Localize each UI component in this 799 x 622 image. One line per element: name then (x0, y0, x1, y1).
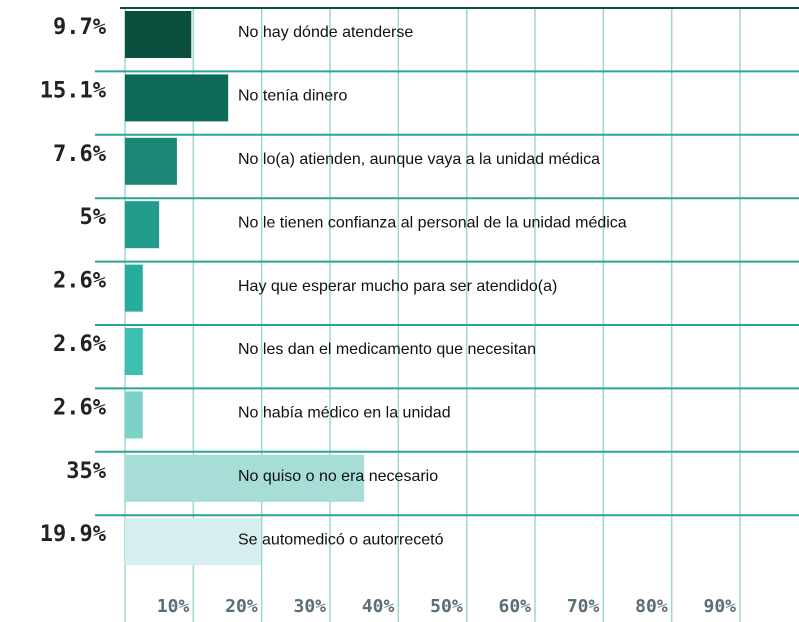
x-tick-label: 30% (293, 596, 326, 617)
value-label: 2.6% (53, 332, 107, 357)
value-label: 9.7% (53, 15, 107, 40)
bar (125, 264, 143, 312)
category-label: No tenía dinero (238, 88, 348, 105)
category-label: No les dan el medicamento que necesitan (238, 341, 536, 358)
value-label: 2.6% (53, 395, 107, 420)
bar (125, 518, 261, 566)
x-tick-label: 70% (567, 596, 600, 617)
x-tick-label: 10% (157, 596, 190, 617)
value-label: 7.6% (53, 142, 107, 167)
value-label: 35% (66, 459, 106, 484)
bar (125, 74, 229, 122)
x-tick-label: 80% (635, 596, 668, 617)
x-tick-label: 60% (498, 596, 531, 617)
value-label: 15.1% (40, 78, 107, 103)
category-label: No lo(a) atienden, aunque vaya a la unid… (238, 151, 600, 168)
category-label: No hay dónde atenderse (238, 24, 413, 41)
category-label: No quiso o no era necesario (238, 468, 438, 485)
bar (125, 11, 192, 58)
bar (125, 201, 160, 249)
value-label: 2.6% (53, 269, 107, 294)
category-label: No le tienen confianza al personal de la… (238, 214, 627, 231)
value-label: 19.9% (40, 522, 107, 547)
value-label: 5% (80, 205, 107, 230)
x-tick-label: 20% (225, 596, 258, 617)
x-tick-label: 90% (703, 596, 736, 617)
bar (125, 137, 177, 185)
bar (125, 328, 143, 375)
bar (125, 454, 365, 502)
x-tick-label: 50% (430, 596, 463, 617)
bar (125, 391, 143, 439)
category-label: No había médico en la unidad (238, 405, 451, 422)
category-label: Hay que esperar mucho para ser atendido(… (238, 278, 557, 295)
category-label: Se automedicó o autorrecetó (238, 531, 444, 548)
x-tick-label: 40% (362, 596, 395, 617)
